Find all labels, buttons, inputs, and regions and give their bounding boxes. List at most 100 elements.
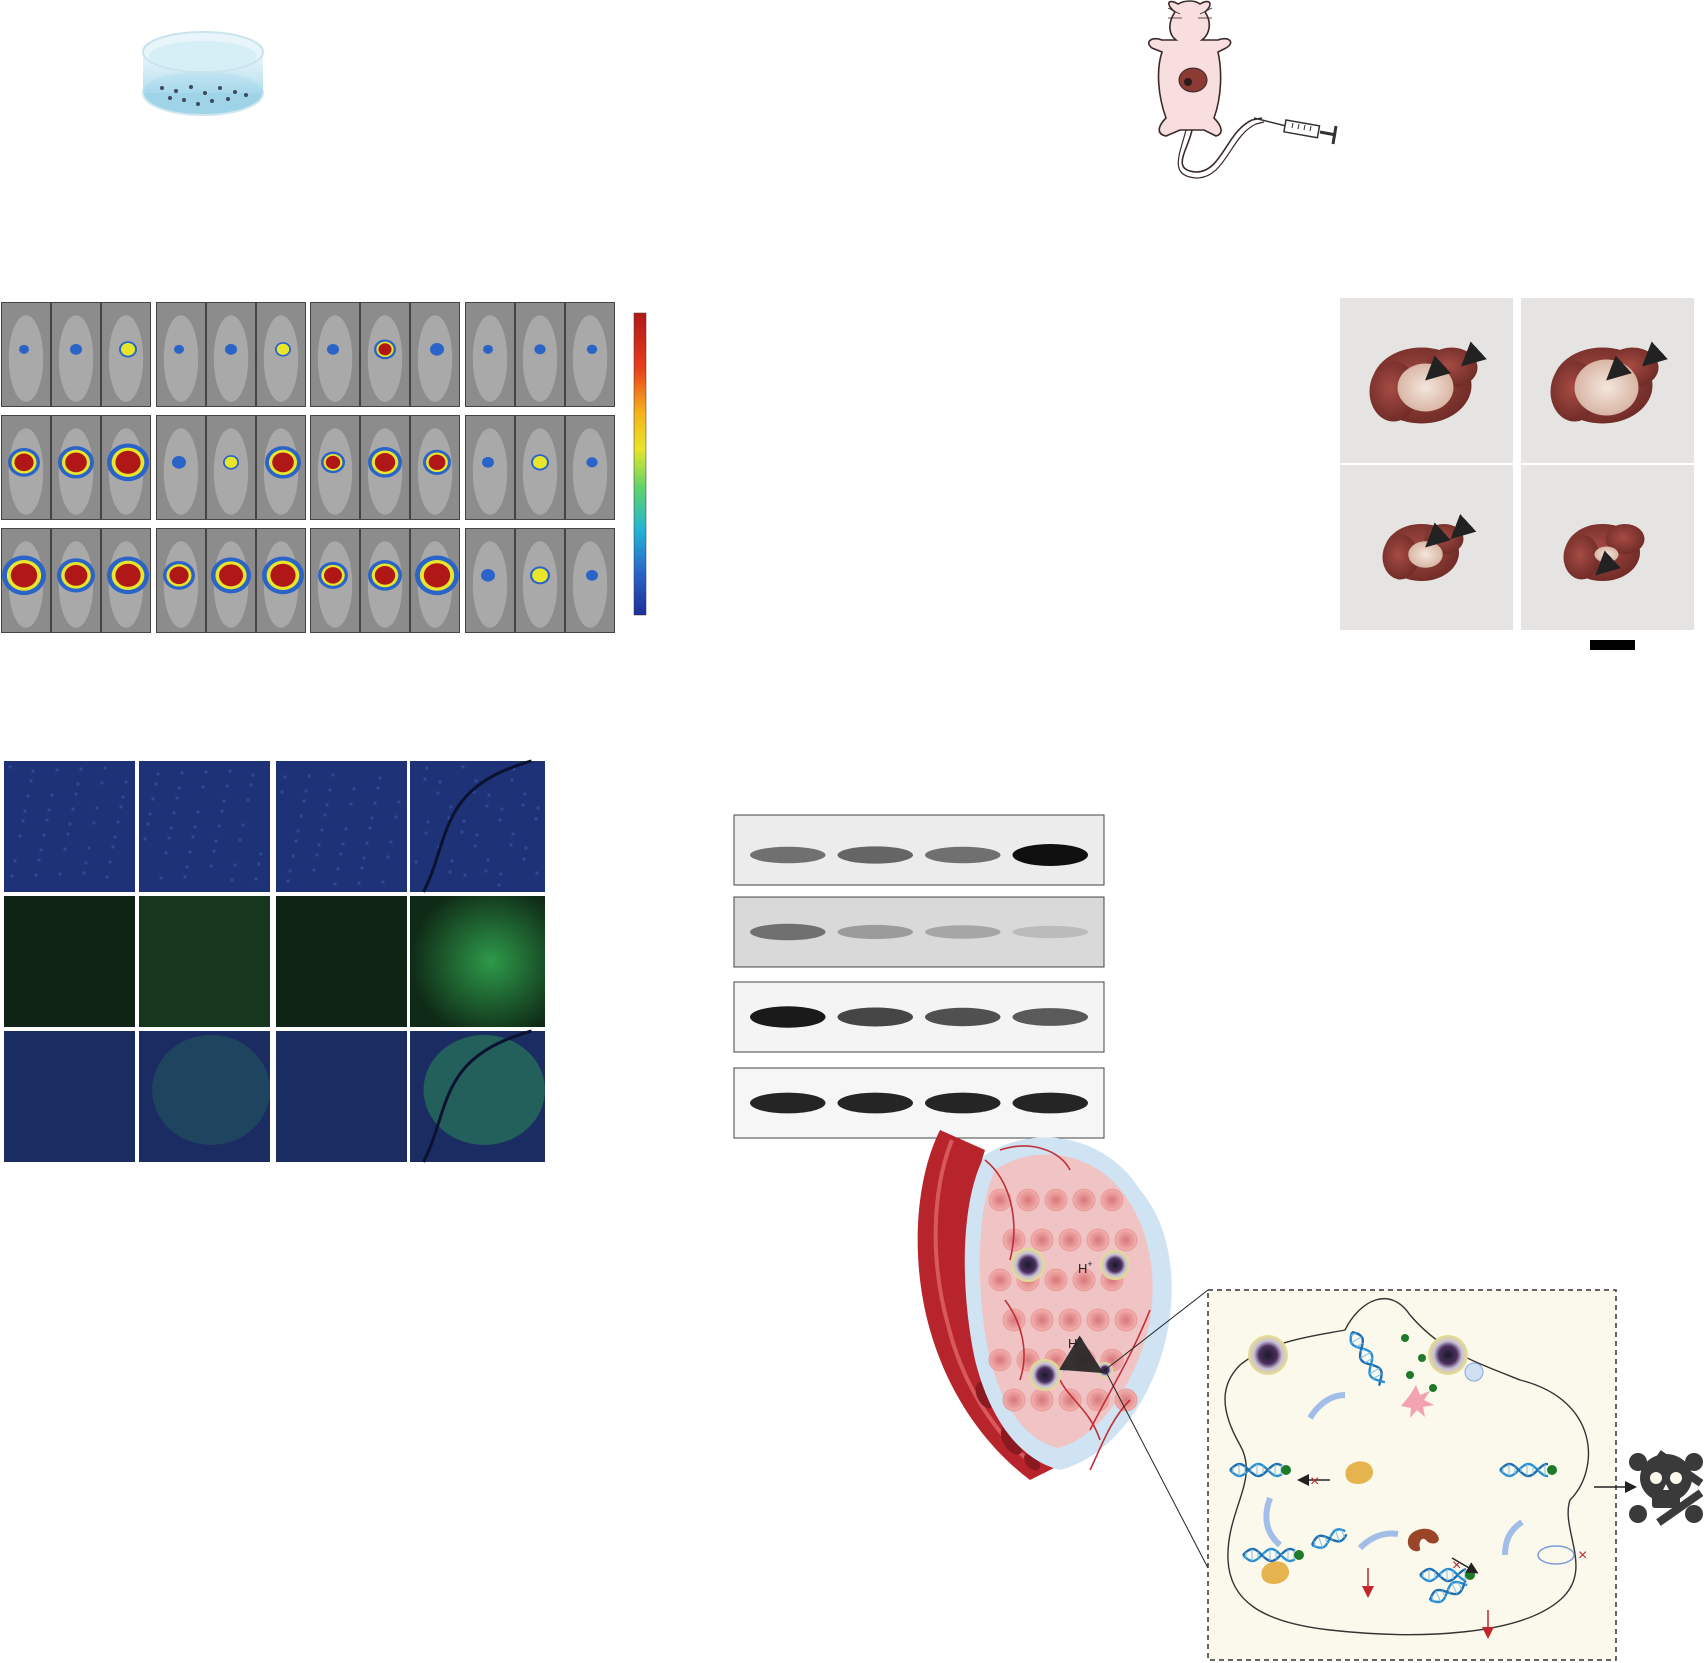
protein-band: [925, 1007, 1001, 1027]
tumor-cell: [1114, 1228, 1138, 1252]
nucleus-speckle: [183, 875, 187, 879]
dna-rung: [1360, 1352, 1371, 1359]
nucleus-speckle: [323, 813, 327, 817]
nucleus-speckle: [82, 871, 86, 875]
dna-rung: [1356, 1342, 1363, 1348]
mouse-silhouette: [472, 428, 508, 515]
mouse-silhouette: [8, 315, 44, 402]
tumor-arrow-icon: [1642, 341, 1668, 367]
signal-core: [64, 564, 88, 586]
nucleus-speckle: [368, 826, 372, 830]
tumor-cell: [1058, 1308, 1082, 1332]
tissue-edge: [422, 759, 532, 893]
nucleus-speckle: [92, 821, 96, 825]
nucleus-speckle: [307, 774, 311, 778]
signal-outer: [586, 569, 598, 581]
nucleus-speckle: [196, 810, 200, 814]
nucleus-speckle: [50, 793, 54, 797]
signal-outer: [482, 456, 494, 468]
mouse-silhouette: [522, 428, 558, 515]
drug-molecule-dots: [1401, 1334, 1437, 1392]
dapi-micrograph: [139, 761, 270, 892]
nucleus-speckle: [188, 850, 192, 854]
nucleus-speckle: [344, 827, 348, 831]
signal-mid: [532, 568, 548, 583]
liver-lobe: [1563, 534, 1600, 580]
mouse-silhouette: [572, 541, 608, 628]
signal-outer: [534, 344, 546, 355]
nucleus-speckle: [58, 872, 62, 876]
nucleus-speckle: [68, 822, 72, 826]
nucleus-speckle: [37, 858, 41, 862]
nucleus-speckle: [111, 845, 115, 849]
nucleus-speckle: [201, 785, 205, 789]
tumor-arrow-icon: [1425, 522, 1451, 548]
nucleus-speckle: [124, 780, 128, 784]
nucleus-speckle: [397, 800, 401, 804]
signal-core: [374, 566, 396, 585]
nucleus-speckle: [84, 861, 88, 865]
nucleus-speckle: [21, 819, 25, 823]
mouse-silhouette: [163, 428, 199, 515]
nucleus-speckle: [365, 841, 369, 845]
dna-icon: [1310, 1528, 1348, 1549]
tumor-arrow-icon: [1606, 355, 1632, 381]
nucleus-speckle: [167, 836, 171, 840]
nucleus-speckle: [325, 803, 329, 807]
signal-core: [428, 454, 446, 471]
dna-rung: [1431, 1595, 1435, 1602]
signal-mid: [276, 343, 290, 355]
tumor-cell: [1044, 1188, 1068, 1212]
nucleus-speckle: [328, 788, 332, 792]
nucleus-speckle: [249, 783, 253, 787]
nucleus-speckle: [331, 773, 335, 777]
nucleus-speckle: [498, 818, 502, 822]
plasmid-icon: [1537, 1545, 1575, 1565]
fitc-micrograph: [410, 896, 545, 1027]
fitc-micrograph: [139, 896, 270, 1027]
signal-mid: [224, 456, 238, 468]
mouse-silhouette: [213, 428, 249, 515]
signal-outer: [483, 344, 493, 354]
mouse-silhouette: [263, 315, 299, 402]
mouse-silhouette: [472, 315, 508, 402]
dna-icon: [1499, 1462, 1557, 1478]
protein-band: [1012, 844, 1088, 866]
nucleus-speckle: [220, 809, 224, 813]
tumor-arrow-icon: [1461, 341, 1487, 367]
nucleus-speckle: [423, 777, 427, 781]
merge-green-overlay: [152, 1034, 270, 1145]
signal-core: [14, 453, 34, 472]
nucleus-speckle: [487, 793, 491, 797]
dna-rung: [1330, 1535, 1333, 1540]
nucleus-speckle: [13, 859, 17, 863]
drug-tag: [1294, 1550, 1304, 1560]
nucleus-speckle: [103, 766, 107, 770]
nucleus-speckle: [370, 816, 374, 820]
nucleus-speckle: [510, 778, 514, 782]
nucleus-speckle: [159, 876, 163, 880]
signal-outer: [70, 343, 82, 355]
dna-strand: [1499, 1462, 1548, 1478]
tumor-cell: [1044, 1268, 1068, 1292]
nucleus-speckle: [121, 795, 125, 799]
flow-arrows: [1263, 1392, 1524, 1556]
nucleus-speckle: [352, 787, 356, 791]
tumor-nodule: [1574, 359, 1639, 416]
nucleus-speckle: [373, 801, 377, 805]
petri-dish-icon: [142, 31, 264, 116]
mouse-icon: [1147, 0, 1265, 179]
nucleus-speckle: [286, 879, 290, 883]
nucleus-speckle: [31, 769, 35, 773]
nucleus-speckle: [193, 825, 197, 829]
enzyme-icon: [1407, 1528, 1439, 1552]
ivis-color-scale-bar: [633, 312, 647, 616]
signal-outer: [586, 344, 598, 355]
nucleus-speckle: [55, 768, 59, 772]
signal-outer: [430, 343, 444, 356]
signal-outer: [327, 343, 339, 355]
nucleus-speckle: [116, 820, 120, 824]
nanoparticle-icon: [1029, 1359, 1061, 1391]
signal-outer: [19, 344, 29, 354]
